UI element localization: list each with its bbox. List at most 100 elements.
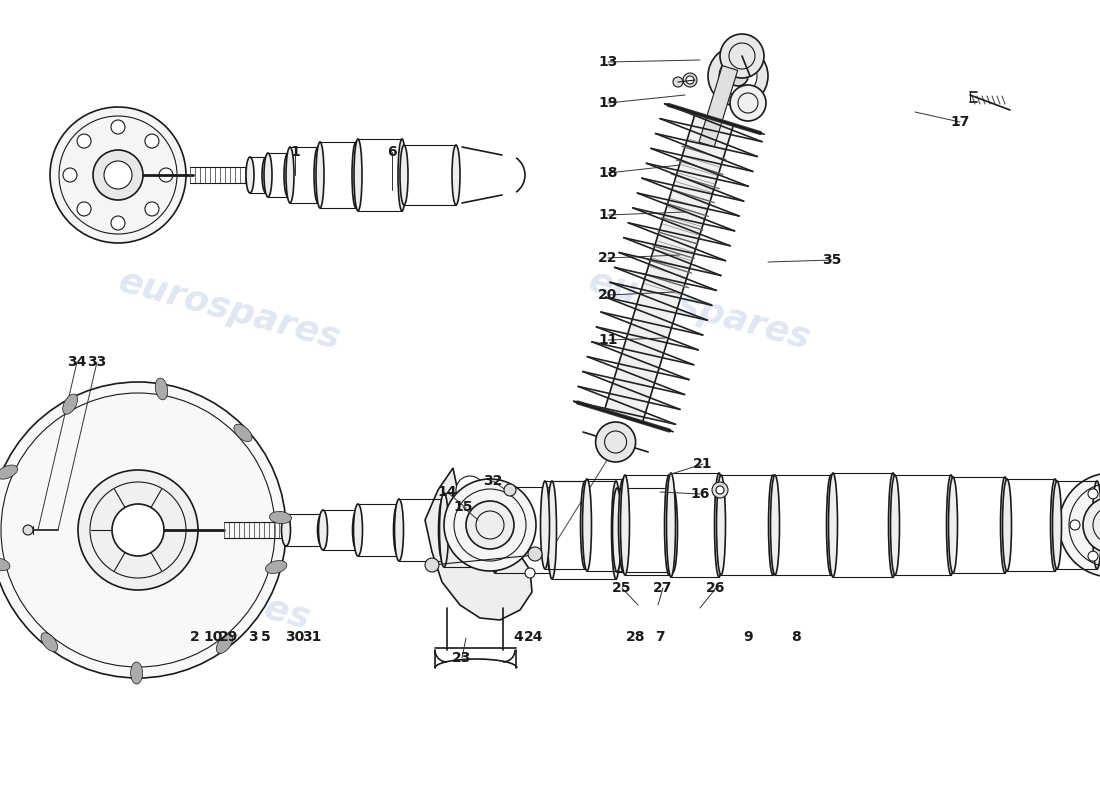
Circle shape <box>1084 497 1100 553</box>
Text: 4: 4 <box>513 630 522 644</box>
Ellipse shape <box>0 558 10 570</box>
Ellipse shape <box>715 473 724 577</box>
Text: 18: 18 <box>598 166 618 180</box>
Circle shape <box>683 73 697 87</box>
Ellipse shape <box>1050 479 1059 571</box>
Ellipse shape <box>667 473 675 577</box>
Ellipse shape <box>270 511 292 523</box>
Circle shape <box>504 484 516 496</box>
Text: 29: 29 <box>219 630 239 644</box>
Ellipse shape <box>282 514 290 546</box>
Circle shape <box>111 216 125 230</box>
Circle shape <box>719 57 757 95</box>
Text: eurospares: eurospares <box>116 264 344 356</box>
Circle shape <box>425 558 439 572</box>
Circle shape <box>730 85 766 121</box>
Circle shape <box>23 525 33 535</box>
Text: 34: 34 <box>67 355 87 369</box>
Ellipse shape <box>581 481 590 569</box>
Circle shape <box>112 504 164 556</box>
Ellipse shape <box>286 147 294 203</box>
Circle shape <box>456 476 484 504</box>
Text: 9: 9 <box>744 630 752 644</box>
Ellipse shape <box>1092 481 1100 569</box>
Circle shape <box>1059 473 1100 577</box>
Circle shape <box>50 107 186 243</box>
Text: 2: 2 <box>190 630 200 644</box>
Ellipse shape <box>264 153 272 197</box>
Text: 17: 17 <box>950 115 970 129</box>
Circle shape <box>78 470 198 590</box>
Text: 35: 35 <box>823 253 842 267</box>
Text: 23: 23 <box>452 651 472 665</box>
Ellipse shape <box>284 153 292 197</box>
Ellipse shape <box>716 475 726 575</box>
Ellipse shape <box>63 394 78 414</box>
Ellipse shape <box>548 481 557 579</box>
Circle shape <box>686 76 694 84</box>
Ellipse shape <box>353 504 363 556</box>
Text: 33: 33 <box>87 355 107 369</box>
Text: 19: 19 <box>598 96 618 110</box>
Text: 11: 11 <box>598 333 618 347</box>
Ellipse shape <box>452 145 460 205</box>
Circle shape <box>77 202 91 216</box>
Circle shape <box>525 568 535 578</box>
Ellipse shape <box>395 499 404 561</box>
Circle shape <box>712 482 728 498</box>
Circle shape <box>728 66 748 86</box>
Circle shape <box>1070 520 1080 530</box>
Ellipse shape <box>318 514 327 546</box>
Ellipse shape <box>319 510 328 550</box>
Polygon shape <box>425 468 532 620</box>
Circle shape <box>77 134 91 148</box>
Text: 31: 31 <box>302 630 321 644</box>
Ellipse shape <box>946 475 956 575</box>
Text: 27: 27 <box>653 581 673 595</box>
Ellipse shape <box>613 488 621 572</box>
Circle shape <box>104 161 132 189</box>
Ellipse shape <box>490 493 498 567</box>
Ellipse shape <box>948 477 957 573</box>
Ellipse shape <box>891 475 900 575</box>
Ellipse shape <box>41 633 57 651</box>
Ellipse shape <box>400 145 408 205</box>
Text: 30: 30 <box>285 630 305 644</box>
Text: 20: 20 <box>598 288 618 302</box>
Text: 28: 28 <box>626 630 646 644</box>
Circle shape <box>59 116 177 234</box>
Ellipse shape <box>394 504 403 556</box>
Text: 13: 13 <box>598 55 618 69</box>
Ellipse shape <box>398 139 406 211</box>
Ellipse shape <box>1053 481 1062 569</box>
Ellipse shape <box>262 157 270 193</box>
Circle shape <box>528 547 542 561</box>
Circle shape <box>595 422 636 462</box>
Text: 24: 24 <box>525 630 543 644</box>
Text: 25: 25 <box>613 581 631 595</box>
Text: 22: 22 <box>598 251 618 265</box>
Ellipse shape <box>0 465 18 479</box>
Ellipse shape <box>620 475 629 575</box>
Ellipse shape <box>770 475 780 575</box>
Ellipse shape <box>664 475 673 575</box>
Ellipse shape <box>1001 477 1010 573</box>
Circle shape <box>1088 551 1098 561</box>
Text: 15: 15 <box>453 500 473 514</box>
Ellipse shape <box>440 493 449 567</box>
Ellipse shape <box>828 473 837 577</box>
Ellipse shape <box>669 488 678 572</box>
Ellipse shape <box>316 142 324 208</box>
Text: 1: 1 <box>290 145 300 159</box>
Text: eurospares: eurospares <box>585 264 815 356</box>
Text: 10: 10 <box>204 630 222 644</box>
Ellipse shape <box>265 561 287 574</box>
Text: 26: 26 <box>706 581 726 595</box>
Text: 32: 32 <box>483 474 503 488</box>
Circle shape <box>145 202 158 216</box>
Ellipse shape <box>1002 479 1012 571</box>
Polygon shape <box>604 113 734 422</box>
Ellipse shape <box>826 475 836 575</box>
Circle shape <box>94 150 143 200</box>
Ellipse shape <box>769 475 778 575</box>
